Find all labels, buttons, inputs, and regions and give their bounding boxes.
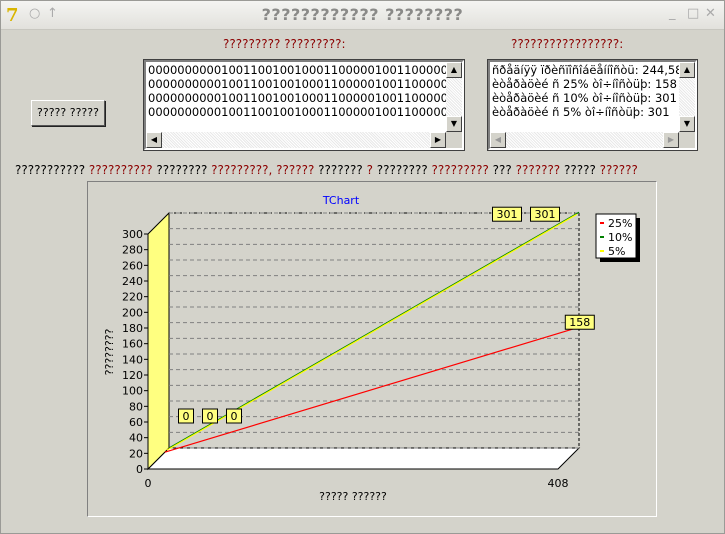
point-label-box [492, 206, 522, 222]
list-item[interactable]: 0000000000100110010010001100000100110000… [148, 63, 463, 77]
circle-icon[interactable]: ○ [29, 6, 41, 21]
scroll-corner [446, 132, 462, 148]
y-tick-label: 280 [122, 244, 143, 257]
chart-floor [146, 447, 581, 470]
horizontal-scrollbar[interactable]: ◀ ▶ [146, 132, 446, 148]
point-label-box [530, 206, 560, 222]
point-label: 0 [207, 410, 214, 423]
caption-part: ?????????, [211, 163, 277, 177]
point-label-box [226, 408, 242, 424]
point-label: 158 [569, 316, 590, 329]
caption-part: ????? [564, 163, 600, 177]
y-tick-label: 0 [136, 463, 143, 476]
scroll-left-arrow-icon[interactable]: ◀ [146, 132, 162, 148]
point-label: 301 [535, 208, 556, 221]
delphi-icon[interactable]: 7 [6, 5, 19, 26]
scroll-right-arrow-icon[interactable]: ▶ [663, 132, 679, 148]
run-button[interactable]: ????? ????? [31, 100, 105, 126]
y-tick-label: 80 [129, 400, 143, 413]
window-title: ???????????? ???????? [261, 5, 464, 24]
y-tick-label: 220 [122, 291, 143, 304]
list-item[interactable]: èòåðàöèé ñ 5% òî÷íîñòüþ: 301 [492, 105, 670, 119]
caption-part: ???????? [156, 163, 212, 177]
minimize-icon[interactable]: _ [669, 6, 676, 21]
results-listbox[interactable]: ñðåäíÿÿ ïðèñïîñîáëåííîñòü: 244,584 èòåðà… [487, 59, 698, 151]
listbox-content: 0000000000100110010010001100000100110000… [148, 63, 463, 119]
x-tick-label: 408 [548, 477, 569, 490]
list-item[interactable]: èòåðàöèé ñ 10% òî÷íîñòüþ: 301 [492, 91, 677, 105]
caption-part: ? [366, 163, 377, 177]
y-tick-label: 20 [129, 447, 143, 460]
vertical-scrollbar[interactable]: ▲ ▼ [446, 62, 462, 132]
listbox-content: ñðåäíÿÿ ïðèñïîñîáëåííîñòü: 244,584 èòåðà… [492, 63, 690, 119]
vertical-scrollbar[interactable]: ▲ ▼ [679, 62, 695, 132]
caption-part: ??????????? [15, 163, 89, 177]
y-tick-label: 120 [122, 369, 143, 382]
y-tick-label: 60 [129, 416, 143, 429]
scroll-down-arrow-icon[interactable]: ▼ [679, 116, 695, 132]
legend-entry: 10% [608, 231, 632, 244]
list-item[interactable]: ñðåäíÿÿ ïðèñïîñîáëåííîñòü: 244,584 [492, 63, 690, 77]
point-label-box [202, 408, 218, 424]
chart-title: TChart [322, 194, 360, 207]
point-label: 301 [497, 208, 518, 221]
point-label-box [564, 314, 595, 330]
chart-panel: TChart 0 20 40 60 80 100 120 140 160 180 200 220 240 2… [87, 181, 657, 517]
point-label: 0 [183, 410, 190, 423]
right-panel-label: ?????????????????: [511, 37, 624, 51]
caption-part: ??? [492, 163, 516, 177]
chromosome-listbox[interactable]: 0000000000100110010010001100000100110000… [143, 59, 465, 151]
list-item[interactable]: 0000000000100110010010001100000100110000… [148, 91, 463, 105]
caption-part: ??????? [515, 163, 564, 177]
y-tick-label: 260 [122, 259, 143, 272]
maximize-icon[interactable]: □ [687, 6, 700, 21]
y-tick-label: 300 [122, 228, 143, 241]
caption-part: ??????? [318, 163, 367, 177]
caption-part: ?????????? [88, 163, 157, 177]
legend-entry: 5% [608, 245, 625, 258]
chart-caption: ??????????? ?????????? ???????? ????????… [15, 163, 638, 177]
chart-left-wall [147, 211, 170, 471]
scroll-right-arrow-icon[interactable]: ▶ [430, 132, 446, 148]
y-tick-label: 140 [122, 353, 143, 366]
x-tick-label: 0 [145, 477, 152, 490]
scroll-down-arrow-icon[interactable]: ▼ [446, 116, 462, 132]
point-label: 0 [231, 410, 238, 423]
caption-part: ????????? [431, 163, 493, 177]
list-item[interactable]: èòåðàöèé ñ 25% òî÷íîñòüþ: 158 [492, 77, 677, 91]
left-panel-label: ????????? ?????????: [223, 37, 346, 51]
point-label-box [178, 408, 194, 424]
y-tick-label: 100 [122, 385, 143, 398]
title-bar[interactable]: 7 ○ ↑ ???????????? ???????? _ □ ✕ [1, 1, 724, 30]
y-axis-title: ???????? [103, 328, 116, 375]
scroll-up-arrow-icon[interactable]: ▲ [679, 62, 695, 78]
series-line-25% [164, 327, 575, 453]
scroll-up-arrow-icon[interactable]: ▲ [446, 62, 462, 78]
horizontal-scrollbar[interactable]: ◀ ▶ [490, 132, 679, 148]
y-tick-label: 180 [122, 322, 143, 335]
y-tick-label: 200 [122, 306, 143, 319]
scroll-left-arrow-icon[interactable]: ◀ [490, 132, 506, 148]
list-item[interactable]: 0000000000100110010010001100000100110000… [148, 77, 463, 91]
arrow-up-icon[interactable]: ↑ [47, 6, 58, 21]
y-tick-label: 40 [129, 432, 143, 445]
legend-entry: 25% [608, 217, 632, 230]
caption-part: ?????? [599, 163, 638, 177]
x-axis-title: ????? ?????? [319, 490, 387, 503]
y-tick-label: 240 [122, 275, 143, 288]
close-icon[interactable]: ✕ [705, 6, 716, 21]
caption-part: ???????? [376, 163, 432, 177]
caption-part: ?????? [276, 163, 319, 177]
scroll-corner [679, 132, 695, 148]
y-tick-label: 160 [122, 338, 143, 351]
line-chart: TChart 0 20 40 60 80 100 120 140 160 180 200 220 240 2… [103, 194, 640, 503]
list-item[interactable]: 0000000000100110010010001100000100110000… [148, 105, 463, 119]
